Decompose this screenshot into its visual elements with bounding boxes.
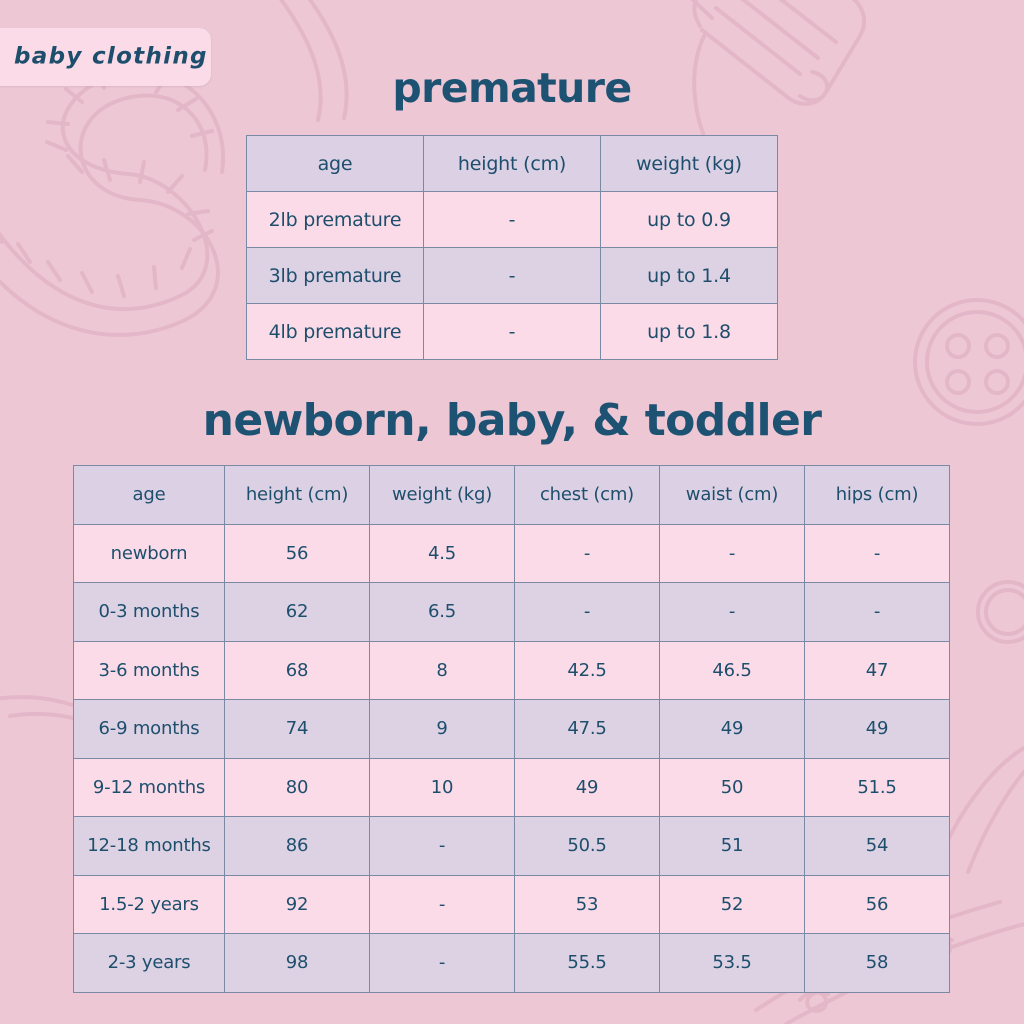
table-row: 1.5-2 years 92-53 52 56 <box>73 874 950 934</box>
table-cell: - <box>423 303 601 360</box>
table-cell: 98 <box>224 933 370 993</box>
table-cell: 56 <box>804 874 950 934</box>
table-cell: 49 <box>659 699 805 759</box>
column-header: age <box>73 465 225 525</box>
newborn-baby-toddler-size-table: age height (cm) weight (kg) chest (cm) waist… <box>73 465 950 993</box>
row-label-cell: 0-3 months <box>73 582 225 642</box>
badge-baby-clothing: baby clothing <box>0 28 211 86</box>
table-cell: 50.5 <box>514 816 660 876</box>
row-label-cell: 2-3 years <box>73 933 225 993</box>
table-cell: 58 <box>804 933 950 993</box>
table-header-row: age height (cm) weight (kg) <box>246 135 778 192</box>
table-cell: - <box>369 874 515 934</box>
table-row: 2lb premature - up to 0.9 <box>246 191 778 248</box>
table-cell: 42.5 <box>514 640 660 700</box>
table-cell: - <box>804 523 950 583</box>
table-cell: 49 <box>804 699 950 759</box>
table-cell: 80 <box>224 757 370 817</box>
button-doodle <box>976 580 1024 644</box>
table-cell: 9 <box>369 699 515 759</box>
table-cell: up to 1.8 <box>600 303 778 360</box>
table-cell: 68 <box>224 640 370 700</box>
table-cell: 4.5 <box>369 523 515 583</box>
table-cell: 52 <box>659 874 805 934</box>
table-cell: - <box>423 247 601 304</box>
premature-size-table: age height (cm) weight (kg) 2lb premature - u… <box>246 135 778 360</box>
table-cell: 54 <box>804 816 950 876</box>
table-cell: - <box>369 933 515 993</box>
column-header: height (cm) <box>423 135 601 192</box>
table-cell: 62 <box>224 582 370 642</box>
row-label-cell: 2lb premature <box>246 191 424 248</box>
table-cell: - <box>514 523 660 583</box>
table-cell: 53.5 <box>659 933 805 993</box>
column-header: weight (kg) <box>369 465 515 525</box>
table-cell: 92 <box>224 874 370 934</box>
table-cell: - <box>659 582 805 642</box>
table-cell: 46.5 <box>659 640 805 700</box>
badge-label: baby clothing <box>14 43 208 70</box>
table-cell: up to 1.4 <box>600 247 778 304</box>
row-label-cell: 9-12 months <box>73 757 225 817</box>
row-label-cell: 4lb premature <box>246 303 424 360</box>
column-header: waist (cm) <box>659 465 805 525</box>
column-header: hips (cm) <box>804 465 950 525</box>
table-cell: 47 <box>804 640 950 700</box>
table-row: 0-3 months 62 6.5- - - <box>73 582 950 642</box>
row-label-cell: newborn <box>73 523 225 583</box>
table-row: newborn 56 4.5- - - <box>73 523 950 583</box>
table-cell: 50 <box>659 757 805 817</box>
table-cell: 53 <box>514 874 660 934</box>
table-cell: 8 <box>369 640 515 700</box>
table-row: 12-18 months 86-50.5 51 54 <box>73 816 950 876</box>
table-cell: 49 <box>514 757 660 817</box>
table-cell: 56 <box>224 523 370 583</box>
column-header: age <box>246 135 424 192</box>
table-cell: 86 <box>224 816 370 876</box>
table-cell: - <box>369 816 515 876</box>
table-cell: - <box>514 582 660 642</box>
row-label-cell: 12-18 months <box>73 816 225 876</box>
table-cell: 6.5 <box>369 582 515 642</box>
table-row: 6-9 months 74 9 47.5 49 49 <box>73 699 950 759</box>
row-label-cell: 6-9 months <box>73 699 225 759</box>
table-cell: 74 <box>224 699 370 759</box>
table-cell: - <box>659 523 805 583</box>
table-cell: 47.5 <box>514 699 660 759</box>
table-header-row: age height (cm) weight (kg) chest (cm) waist… <box>73 465 950 525</box>
table-row: 4lb premature - up to 1.8 <box>246 303 778 360</box>
table-cell: 51 <box>659 816 805 876</box>
table-cell: - <box>804 582 950 642</box>
table-cell: 51.5 <box>804 757 950 817</box>
column-header: height (cm) <box>224 465 370 525</box>
table-row: 2-3 years 98-55.5 53.5 58 <box>73 933 950 993</box>
row-label-cell: 3lb premature <box>246 247 424 304</box>
column-header: weight (kg) <box>600 135 778 192</box>
section-title-premature: premature <box>392 64 632 112</box>
row-label-cell: 3-6 months <box>73 640 225 700</box>
column-header: chest (cm) <box>514 465 660 525</box>
table-cell: up to 0.9 <box>600 191 778 248</box>
table-row: 3-6 months 68 8 42.5 46.5 47 <box>73 640 950 700</box>
table-cell: 10 <box>369 757 515 817</box>
table-cell: - <box>423 191 601 248</box>
table-cell: 55.5 <box>514 933 660 993</box>
row-label-cell: 1.5-2 years <box>73 874 225 934</box>
section-title-newborn-baby-toddler: newborn, baby, & toddler <box>202 395 822 446</box>
table-row: 3lb premature - up to 1.4 <box>246 247 778 304</box>
table-row: 9-12 months 80 10 49 50 51.5 <box>73 757 950 817</box>
